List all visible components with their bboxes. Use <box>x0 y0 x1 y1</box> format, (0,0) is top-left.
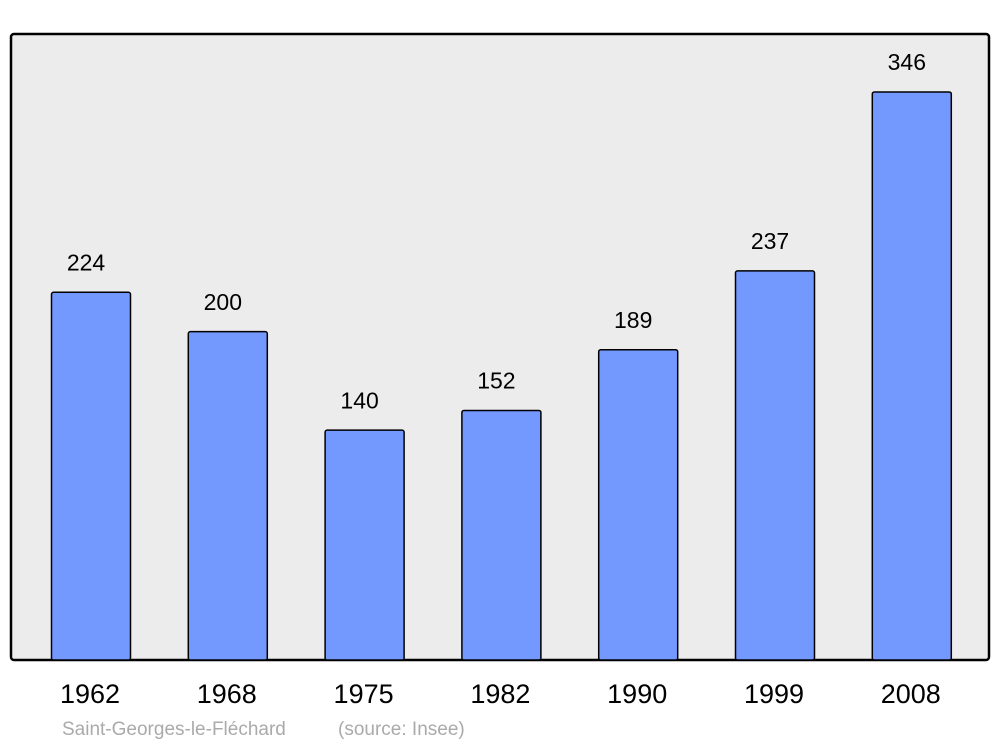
x-tick-label: 1968 <box>197 679 257 709</box>
data-label: 346 <box>888 49 926 75</box>
x-tick-label: 1990 <box>607 679 667 709</box>
source-note: (source: Insee) <box>338 719 465 740</box>
bar <box>187 330 269 661</box>
bar <box>871 91 953 661</box>
data-label: 200 <box>204 289 242 315</box>
bar <box>324 429 405 661</box>
x-tick-label: 1975 <box>334 679 394 709</box>
data-label: 237 <box>751 228 789 254</box>
x-tick-label: 1999 <box>744 679 804 709</box>
data-label: 140 <box>340 387 378 413</box>
bar <box>50 291 132 661</box>
data-label: 152 <box>477 368 515 394</box>
x-tick-label: 2008 <box>881 679 941 709</box>
data-label: 224 <box>67 249 106 275</box>
data-label: 189 <box>614 307 652 333</box>
chart-title: Saint-Georges-le-Fléchard <box>62 719 286 740</box>
x-tick-label: 1982 <box>470 679 530 709</box>
bar <box>734 270 816 661</box>
x-tick-label: 1962 <box>60 679 120 709</box>
bar <box>461 409 542 661</box>
bar <box>597 348 679 661</box>
